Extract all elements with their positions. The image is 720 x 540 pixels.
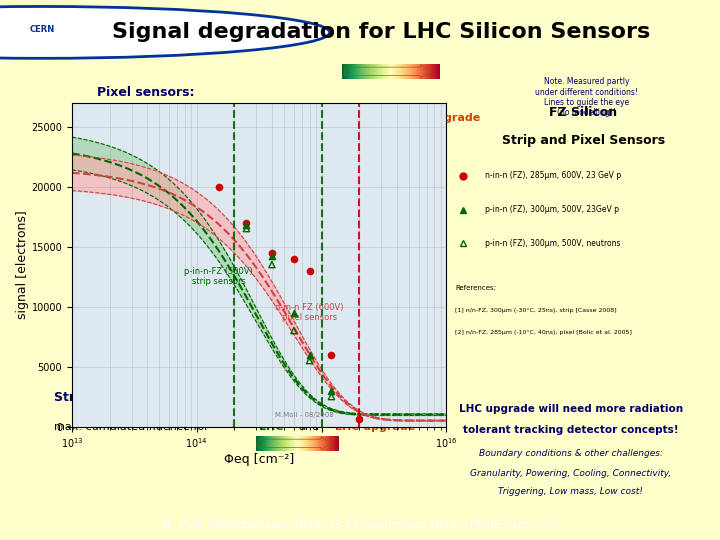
Point bbox=[304, 350, 315, 359]
Text: and: and bbox=[299, 422, 320, 432]
Text: Granularity, Powering, Cooling, Connectivity,: Granularity, Powering, Cooling, Connecti… bbox=[470, 469, 671, 478]
Text: CERN: CERN bbox=[29, 25, 55, 33]
Point bbox=[266, 248, 278, 257]
Text: Note. Measured partly
under different conditions!
Lines to guide the eye
(no mod: Note. Measured partly under different co… bbox=[536, 77, 638, 117]
Text: max. cumulated fluence for: max. cumulated fluence for bbox=[54, 422, 209, 432]
Text: [1] n/n-FZ, 300μm (-30°C, 25ns), strip [Casse 2008]: [1] n/n-FZ, 300μm (-30°C, 25ns), strip [… bbox=[455, 308, 617, 313]
Text: LHC: LHC bbox=[313, 113, 338, 123]
Point bbox=[266, 252, 278, 260]
Text: tolerant tracking detector concepts!: tolerant tracking detector concepts! bbox=[463, 425, 678, 435]
Text: LHC upgrade: LHC upgrade bbox=[400, 113, 480, 123]
Text: and: and bbox=[356, 113, 377, 123]
Point bbox=[213, 183, 225, 191]
Point bbox=[304, 266, 315, 275]
Text: Strip sensors:: Strip sensors: bbox=[54, 391, 151, 404]
Circle shape bbox=[0, 6, 330, 58]
Text: M. Moll, SIMDétecteurs 2014, 15-17 September 2014, LPNHE Paris  -35-: M. Moll, SIMDétecteurs 2014, 15-17 Septe… bbox=[161, 520, 559, 530]
Point bbox=[266, 260, 278, 269]
Point bbox=[240, 218, 252, 227]
Text: LHC upgrade will need more radiation: LHC upgrade will need more radiation bbox=[459, 404, 683, 414]
Text: Pixel sensors:: Pixel sensors: bbox=[97, 86, 194, 99]
Text: LHC upgrade: LHC upgrade bbox=[335, 422, 415, 432]
Text: max. cumulated fluence for: max. cumulated fluence for bbox=[97, 113, 252, 123]
Text: Strip and Pixel Sensors: Strip and Pixel Sensors bbox=[502, 134, 665, 147]
Text: [2] n/n-FZ, 285μm (-10°C, 40ns), pixel [Bolic et al. 2005]: [2] n/n-FZ, 285μm (-10°C, 40ns), pixel [… bbox=[455, 330, 632, 335]
Point bbox=[304, 356, 315, 365]
Text: Boundary conditions & other challenges:: Boundary conditions & other challenges: bbox=[479, 449, 662, 458]
Text: n-in-n (FZ), 285μm, 600V, 23 GeV p: n-in-n (FZ), 285μm, 600V, 23 GeV p bbox=[485, 171, 621, 180]
Point bbox=[325, 386, 337, 395]
Text: p-in-n-FZ (500V)
strip sensors: p-in-n-FZ (500V) strip sensors bbox=[184, 267, 253, 286]
Text: Signal degradation for LHC Silicon Sensors: Signal degradation for LHC Silicon Senso… bbox=[112, 22, 651, 43]
Point bbox=[325, 350, 337, 359]
Point bbox=[288, 308, 300, 317]
Point bbox=[240, 224, 252, 233]
Text: M.Moll - 08/2008: M.Moll - 08/2008 bbox=[275, 412, 333, 418]
Point bbox=[354, 415, 365, 424]
Text: n-in-n FZ (600V)
pixel sensors: n-in-n FZ (600V) pixel sensors bbox=[275, 303, 343, 322]
Text: p-in-n (FZ), 300μm, 500V, neutrons: p-in-n (FZ), 300μm, 500V, neutrons bbox=[485, 239, 620, 248]
Text: FZ Silicon: FZ Silicon bbox=[549, 106, 617, 119]
Point bbox=[325, 392, 337, 401]
Text: LHC: LHC bbox=[259, 422, 284, 432]
Text: Triggering, Low mass, Low cost!: Triggering, Low mass, Low cost! bbox=[498, 487, 643, 496]
Text: References:: References: bbox=[455, 285, 496, 292]
Point bbox=[288, 254, 300, 263]
X-axis label: Φeq [cm⁻²]: Φeq [cm⁻²] bbox=[224, 453, 294, 466]
Y-axis label: signal [electrons]: signal [electrons] bbox=[16, 210, 29, 319]
Text: p-in-n (FZ), 300μm, 500V, 23GeV p: p-in-n (FZ), 300μm, 500V, 23GeV p bbox=[485, 205, 618, 214]
Point bbox=[240, 221, 252, 230]
Point bbox=[288, 326, 300, 335]
